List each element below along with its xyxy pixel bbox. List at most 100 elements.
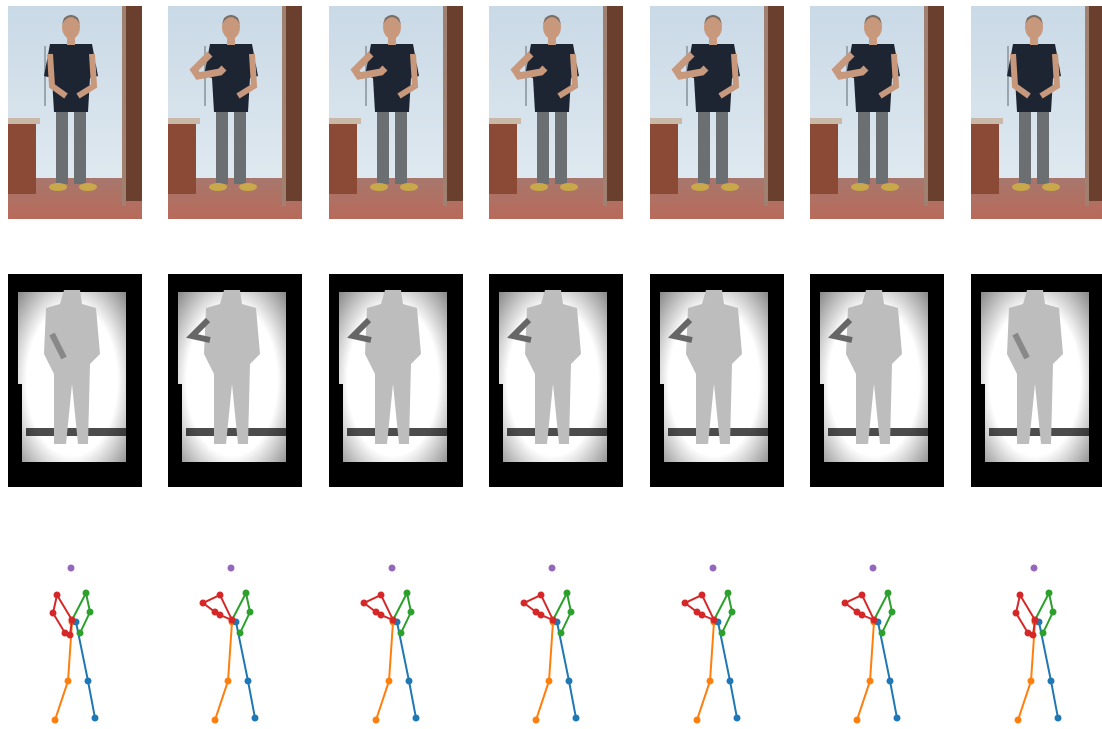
joint: [1027, 677, 1035, 685]
joint: [216, 611, 224, 619]
head: [704, 15, 722, 39]
joint: [733, 714, 741, 722]
skeleton: [681, 564, 741, 724]
arm: [76, 53, 98, 99]
pants-right: [876, 108, 888, 184]
depth-person: [365, 290, 421, 444]
pants-right: [716, 108, 728, 184]
depth-near: [971, 384, 1091, 470]
depth-person: [1007, 290, 1063, 444]
arm: [718, 53, 740, 99]
joint: [520, 599, 528, 607]
joint: [397, 629, 405, 637]
shoe: [370, 183, 388, 191]
right-leg: [396, 621, 417, 719]
pants-left: [537, 108, 549, 184]
arm-raised: [510, 51, 548, 80]
door-frame: [764, 6, 768, 206]
hair: [1025, 15, 1043, 24]
cabinet: [971, 122, 999, 194]
depth-near: [329, 384, 449, 470]
pants-left: [698, 108, 710, 184]
joint: [841, 599, 849, 607]
depth-arm: [347, 317, 372, 343]
joint: [228, 616, 236, 624]
joint: [1039, 629, 1047, 637]
depth-person: [525, 290, 581, 444]
door: [286, 6, 302, 201]
joint: [372, 716, 380, 724]
depth-noise: [26, 428, 126, 436]
arm: [1039, 53, 1061, 99]
shoe: [881, 183, 899, 191]
rgb-frame: [8, 6, 142, 219]
joint: [870, 616, 878, 624]
shoe: [400, 183, 418, 191]
joint: [1016, 591, 1024, 599]
joint: [563, 589, 571, 597]
joint: [853, 716, 861, 724]
head-joint: [67, 564, 75, 572]
depth-person: [686, 290, 742, 444]
skeleton: [360, 564, 420, 724]
cabinet-top: [8, 118, 40, 124]
joint: [211, 716, 219, 724]
arm: [1010, 53, 1031, 99]
depth-frame: [810, 274, 944, 487]
head: [864, 15, 882, 39]
joint: [385, 677, 393, 685]
rgb-frame: [810, 6, 944, 219]
joint: [251, 714, 259, 722]
depth-near: [489, 384, 609, 470]
joint: [216, 591, 224, 599]
head: [222, 15, 240, 39]
cabinet-top: [329, 118, 361, 124]
left-leg: [214, 621, 233, 721]
pants-right: [234, 108, 246, 184]
depth-arm: [828, 317, 853, 343]
cabinet-top: [489, 118, 521, 124]
depth-near: [168, 384, 288, 470]
joint: [199, 599, 207, 607]
hair: [864, 15, 882, 24]
joint: [878, 629, 886, 637]
depth-noise: [989, 428, 1089, 436]
hair: [222, 15, 240, 24]
head-joint: [1030, 564, 1038, 572]
arm: [47, 53, 68, 99]
joint: [858, 611, 866, 619]
joint: [681, 599, 689, 607]
joint: [403, 589, 411, 597]
hair: [543, 15, 561, 24]
rgb-frame: [489, 6, 623, 219]
joint: [246, 608, 254, 616]
joint: [1031, 616, 1039, 624]
depth-frame: [650, 274, 784, 487]
joint: [698, 591, 706, 599]
arm: [236, 53, 258, 99]
rgb-frame: [329, 6, 463, 219]
depth-frame: [329, 274, 463, 487]
joint: [693, 716, 701, 724]
cabinet: [329, 122, 357, 194]
depth-person: [44, 290, 100, 444]
rgb-frame: [168, 6, 302, 219]
depth-arm: [186, 317, 211, 343]
joint: [1047, 677, 1055, 685]
joint: [884, 589, 892, 597]
right-leg: [556, 621, 577, 719]
joint: [706, 677, 714, 685]
depth-near: [810, 384, 930, 470]
joint: [49, 609, 57, 617]
joint: [236, 629, 244, 637]
right-leg: [717, 621, 738, 719]
joint: [886, 677, 894, 685]
pants-right: [1037, 108, 1049, 184]
depth-frame: [971, 274, 1102, 487]
joint: [389, 616, 397, 624]
shoe: [851, 183, 869, 191]
joint: [51, 716, 59, 724]
joint: [532, 716, 540, 724]
